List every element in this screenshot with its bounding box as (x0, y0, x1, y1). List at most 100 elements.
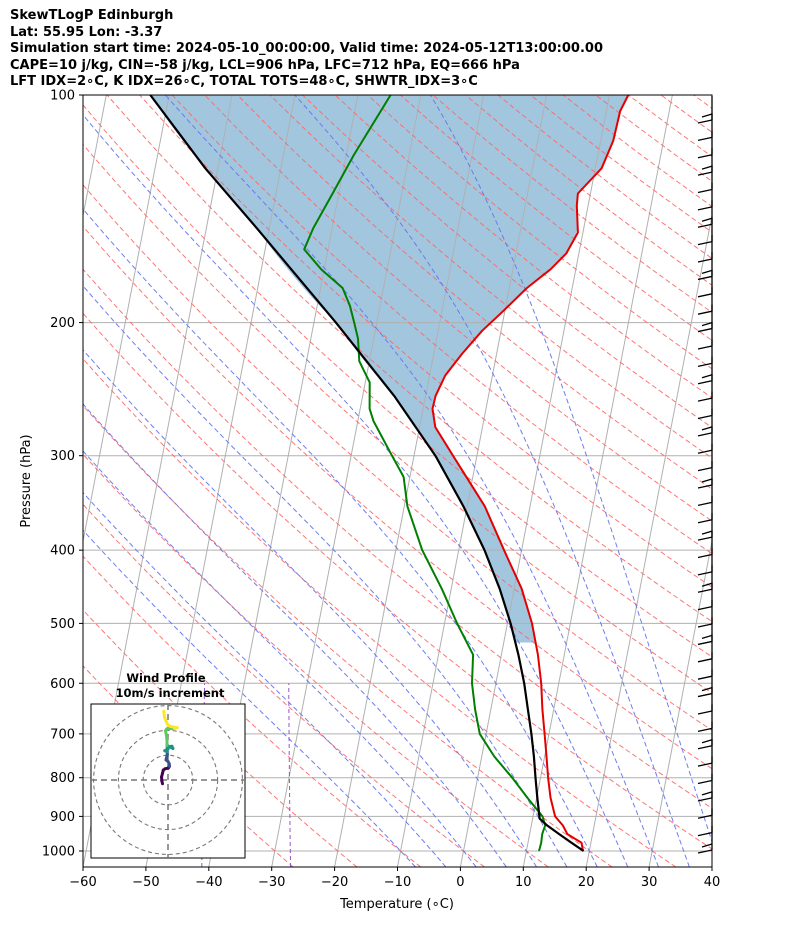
wind-barb-flag (697, 380, 713, 385)
wind-barb (697, 287, 713, 315)
isotherm-line (648, 538, 712, 867)
wind-barb (697, 513, 713, 541)
wind-barb-flag (697, 831, 713, 837)
time-line: Simulation start time: 2024-05-10_00:00:… (10, 41, 603, 56)
chart-title-block: SkewTLogP Edinburgh Lat: 55.95 Lon: -3.3… (10, 8, 603, 91)
dry-adiabat-line (83, 453, 549, 867)
wind-barb-flag (697, 414, 713, 420)
moist-adiabat-line (83, 529, 416, 867)
wind-barb-flag (697, 275, 713, 281)
y-axis-label: Pressure (hPa) (19, 434, 34, 527)
wind-barb-flag (697, 501, 713, 507)
wind-barb-flag (697, 849, 713, 854)
isotherm-line (459, 95, 610, 867)
y-tick-label: 900 (50, 810, 75, 825)
wind-barb-flag (697, 727, 713, 732)
wind-barb-flag (697, 692, 713, 698)
moist-adiabat-line (429, 95, 712, 844)
x-tick-label: −60 (69, 875, 96, 890)
dry-adiabat-line (171, 95, 712, 555)
moist-adiabat-line (83, 285, 568, 867)
moist-adiabat-line (83, 349, 538, 867)
wind-barb-flag (697, 797, 713, 802)
dewpoint-line (303, 95, 547, 852)
wind-barb-flag (697, 119, 713, 124)
dry-adiabat-line (302, 95, 712, 429)
wind-barb-flag (697, 466, 713, 472)
y-tick-label: 600 (50, 677, 75, 692)
dry-adiabat-line (83, 503, 485, 867)
y-tick-label: 800 (50, 771, 75, 786)
indices-line-2: LFT IDX=2∘C, K IDX=26∘C, TOTAL TOTS=48∘C… (10, 74, 478, 89)
wind-barbs (697, 96, 713, 854)
wind-barb-flag (697, 188, 713, 194)
isotherm-line (711, 864, 712, 867)
wind-barb-flag (701, 321, 713, 327)
x-tick-label: 40 (704, 875, 721, 890)
wind-barb-flag (697, 710, 713, 715)
isotherm-line (83, 95, 107, 219)
wind-barb-flag (697, 519, 713, 524)
wind-barb (697, 148, 713, 176)
wind-barb-flag (697, 397, 713, 402)
mixing-ratio-line (288, 683, 292, 867)
wind-barb-flag (697, 484, 713, 489)
wind-barb-flag (701, 113, 713, 118)
moist-adiabat-line (83, 450, 477, 867)
wind-barb (697, 304, 713, 333)
temperature-line (431, 95, 630, 852)
x-tick-label: −50 (132, 875, 159, 890)
x-tick-label: 30 (641, 875, 658, 890)
dry-adiabat-line (693, 95, 712, 109)
wind-barb (697, 217, 713, 246)
wind-barb (697, 165, 713, 194)
wind-barb-flag (701, 739, 713, 744)
hodograph-trace-segment (162, 709, 167, 719)
dry-adiabat-line (83, 404, 613, 867)
x-tick-label: 0 (456, 875, 464, 890)
y-tick-label: 400 (50, 544, 75, 559)
isotherm-line (334, 95, 485, 867)
location-line: Lat: 55.95 Lon: -3.37 (10, 24, 163, 40)
dry-adiabat-line (628, 95, 712, 158)
x-axis-label: Temperature (∘C) (339, 897, 454, 912)
wind-barb-flag (697, 171, 713, 176)
wind-barb (697, 808, 713, 837)
wind-barb (697, 461, 713, 489)
wind-barb (697, 443, 713, 472)
moist-adiabat-line (294, 95, 690, 867)
wind-barb (697, 356, 713, 385)
y-tick-label: 200 (50, 316, 75, 331)
x-tick-label: −30 (258, 875, 285, 890)
wind-barb-flag (701, 426, 713, 431)
dry-adiabat-line (759, 95, 794, 867)
moist-adiabat-line (83, 208, 598, 867)
adiabat-layer (83, 95, 794, 867)
x-tick-label: −40 (195, 875, 222, 890)
isotherm-line (522, 95, 673, 867)
wind-barb (697, 582, 713, 611)
wind-barb-flag (697, 136, 713, 142)
wind-barb (697, 391, 713, 420)
wind-barb-flag (697, 762, 713, 767)
isotherm-line (271, 95, 422, 867)
dry-adiabat-line (237, 95, 712, 490)
dry-adiabat-line (660, 95, 712, 133)
wind-barb-flag (701, 165, 713, 170)
wind-barb (697, 652, 713, 680)
isotherm-line (585, 212, 712, 867)
wind-barb-flag (701, 269, 713, 275)
hodograph-title: Wind Profile (126, 671, 206, 685)
cape-area (150, 95, 629, 643)
isotherm-line (397, 95, 548, 867)
wind-barb-flag (701, 791, 713, 796)
wind-barb (697, 339, 713, 367)
wind-barb-flag (701, 478, 713, 483)
wind-barb-flag (697, 154, 713, 159)
dry-adiabat-line (83, 609, 358, 867)
dry-adiabat-line (83, 143, 712, 694)
wind-barb (697, 704, 713, 732)
wind-barb-flag (697, 345, 713, 350)
hodograph-plot (91, 704, 245, 858)
